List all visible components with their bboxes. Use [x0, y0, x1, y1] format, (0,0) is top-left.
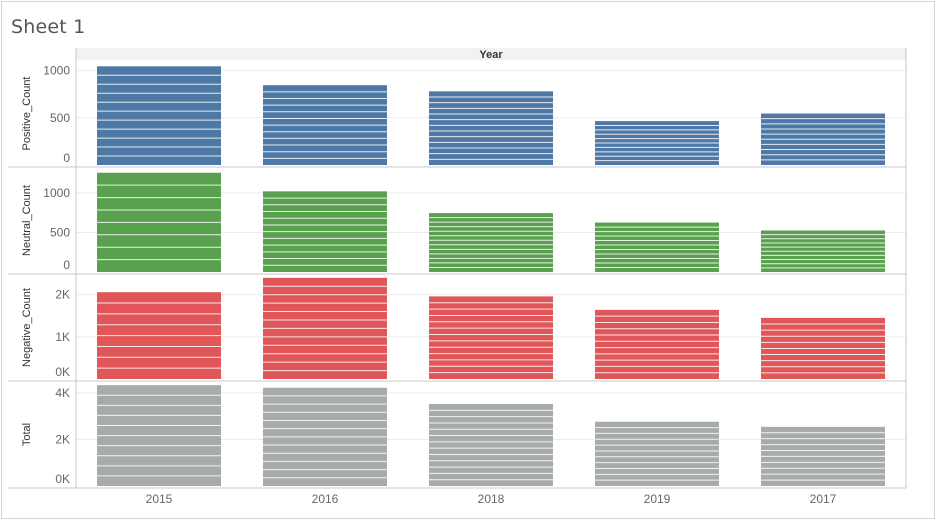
- row-label: Total: [21, 423, 33, 446]
- row-label: Neutral_Count: [21, 185, 33, 256]
- y-tick-label: 0K: [55, 365, 70, 379]
- y-tick-label: 0K: [55, 472, 70, 486]
- y-tick-label: 4K: [55, 386, 70, 400]
- y-tick-label: 500: [50, 225, 70, 239]
- bar: [429, 404, 553, 486]
- y-tick-label: 2K: [55, 288, 70, 302]
- year-header: Year: [479, 49, 503, 61]
- y-tick-label: 1000: [43, 186, 70, 200]
- sheet-title: Sheet 1: [11, 16, 86, 38]
- x-tick-label: 2017: [810, 492, 837, 506]
- bar: [429, 91, 553, 165]
- bar: [595, 309, 719, 379]
- y-tick-label: 500: [50, 111, 70, 125]
- x-tick-label: 2018: [478, 492, 505, 506]
- bar: [429, 296, 553, 379]
- bar: [595, 421, 719, 486]
- year-header-band: [76, 48, 906, 60]
- x-tick-label: 2016: [312, 492, 339, 506]
- y-tick-label: 1000: [43, 64, 70, 78]
- row-label: Positive_Count: [21, 77, 33, 151]
- bar: [595, 222, 719, 272]
- row-label: Negative_Count: [21, 288, 33, 367]
- bar: [97, 66, 221, 165]
- y-tick-label: 1K: [55, 330, 70, 344]
- bar: [429, 213, 553, 272]
- y-tick-label: 0: [63, 258, 70, 272]
- y-tick-label: 2K: [55, 432, 70, 446]
- x-tick-label: 2015: [146, 492, 173, 506]
- x-tick-label: 2019: [644, 492, 671, 506]
- y-tick-label: 0: [63, 151, 70, 165]
